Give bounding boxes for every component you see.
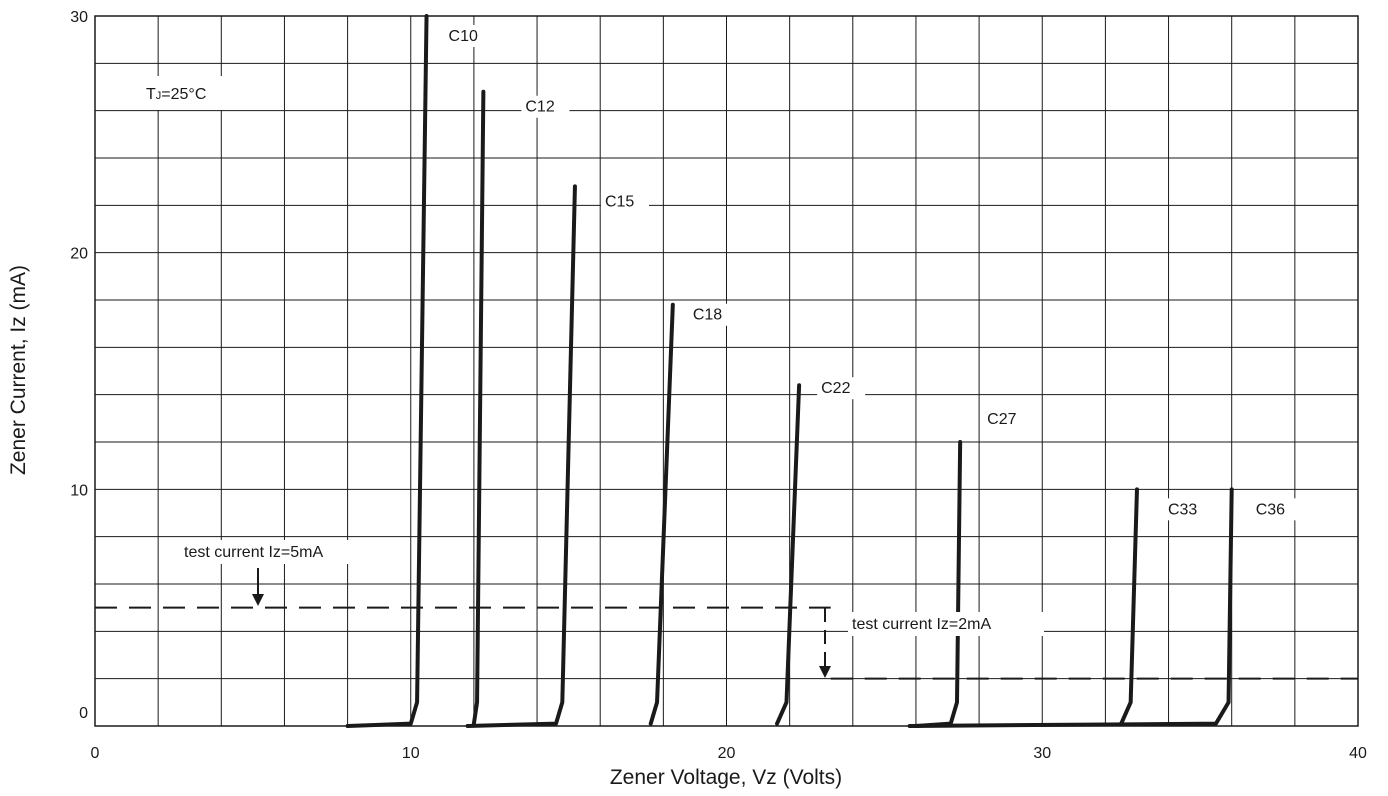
curve-c15	[465, 184, 577, 728]
curve-label-c18: C18	[693, 307, 722, 324]
test-current-2ma-arrow-head	[819, 666, 831, 678]
curve-label-c10: C10	[449, 28, 478, 45]
curve-label-bg	[1251, 498, 1300, 521]
x-tick-label: 0	[91, 745, 100, 762]
curve-c10	[345, 14, 429, 728]
curve-c36	[907, 487, 1234, 728]
test-current-5ma-bg	[181, 540, 376, 564]
y-tick-label: 0	[79, 705, 88, 722]
curve-label-bg	[444, 25, 493, 47]
y-tick-label: 20	[70, 246, 88, 263]
plot-border	[94, 15, 1359, 727]
curve-label-c36: C36	[1256, 501, 1285, 518]
temperature-label: TJ=25°C	[146, 86, 206, 103]
curve-c18	[648, 302, 675, 726]
grid-lines	[95, 16, 1358, 726]
curve-label-bg	[1163, 498, 1212, 521]
test-current-reference-lines	[95, 606, 1358, 680]
test-current-5ma-arrow-head	[252, 594, 264, 606]
tick-labels: 0 10 20 30 40 0 10 20 30	[70, 9, 1367, 762]
curve-label-c33: C33	[1168, 501, 1197, 518]
curve-label-c12: C12	[525, 99, 554, 116]
y-tick-label: 30	[70, 9, 88, 26]
curve-label-bg	[688, 303, 737, 326]
curve-label-bg	[521, 95, 570, 118]
x-tick-label: 20	[718, 745, 736, 762]
curve-label-c15: C15	[605, 193, 634, 210]
plot-frame	[94, 15, 1359, 727]
curve-c22	[775, 383, 802, 726]
curve-label-c27: C27	[987, 411, 1016, 428]
test-current-5ma-label: test current Iz=5mA	[184, 544, 323, 561]
test-current-2ma-bg	[848, 612, 1044, 636]
curve-labels: C10 C12 C15 C18 C22 C27 C33 C36	[444, 25, 1300, 521]
curves	[345, 14, 1234, 728]
curve-label-bg	[983, 408, 1032, 430]
curve-c33	[1119, 487, 1139, 726]
x-axis-title: Zener Voltage, Vz (Volts)	[610, 766, 842, 789]
curve-label-c22: C22	[821, 380, 850, 397]
x-tick-label: 10	[402, 745, 420, 762]
curve-c12	[471, 89, 486, 726]
curve-label-bg	[600, 190, 649, 213]
x-tick-label: 30	[1033, 745, 1051, 762]
y-tick-label: 10	[70, 482, 88, 499]
curve-label-bg	[817, 377, 866, 400]
x-tick-label: 40	[1349, 745, 1367, 762]
temperature-label-bg	[137, 76, 235, 110]
y-axis-title: Zener Current, Iz (mA)	[7, 265, 30, 475]
test-current-2ma-label: test current Iz=2mA	[852, 616, 991, 633]
